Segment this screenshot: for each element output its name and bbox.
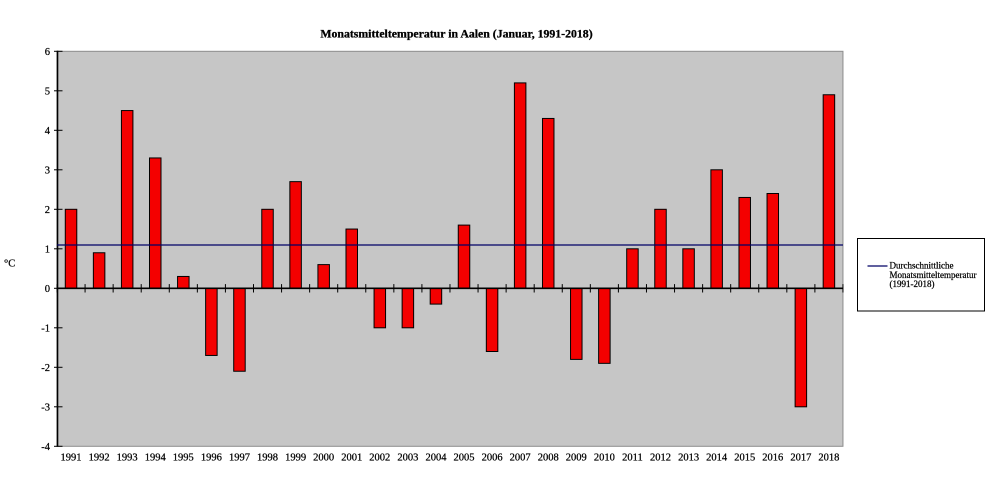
svg-text:1997: 1997: [229, 453, 250, 464]
svg-text:2002: 2002: [369, 453, 390, 464]
svg-text:1992: 1992: [89, 453, 110, 464]
svg-text:1996: 1996: [201, 453, 222, 464]
svg-text:Monatsmitteltemperatur: Monatsmitteltemperatur: [890, 270, 977, 280]
svg-text:2010: 2010: [594, 453, 615, 464]
svg-text:2008: 2008: [538, 453, 559, 464]
svg-text:1993: 1993: [117, 453, 138, 464]
svg-text:2016: 2016: [762, 453, 783, 464]
svg-text:2009: 2009: [566, 453, 587, 464]
svg-text:(1991-2018): (1991-2018): [890, 279, 935, 289]
svg-text:2001: 2001: [341, 453, 362, 464]
svg-text:2005: 2005: [454, 453, 475, 464]
svg-text:2007: 2007: [510, 453, 531, 464]
svg-text:2012: 2012: [650, 453, 671, 464]
svg-text:°C: °C: [4, 259, 15, 270]
svg-text:Durchschnittliche: Durchschnittliche: [890, 261, 954, 271]
svg-text:1995: 1995: [173, 453, 194, 464]
svg-text:-3: -3: [41, 402, 50, 413]
svg-text:1991: 1991: [61, 453, 82, 464]
svg-text:2011: 2011: [622, 453, 643, 464]
svg-text:-1: -1: [41, 323, 50, 334]
svg-text:2004: 2004: [425, 453, 447, 464]
svg-text:2000: 2000: [313, 453, 334, 464]
svg-text:-4: -4: [41, 442, 50, 453]
svg-text:2018: 2018: [818, 453, 839, 464]
svg-text:1994: 1994: [145, 453, 167, 464]
svg-text:2006: 2006: [482, 453, 503, 464]
svg-text:1999: 1999: [285, 453, 306, 464]
svg-text:2015: 2015: [734, 453, 755, 464]
svg-text:6: 6: [45, 47, 50, 58]
svg-text:-2: -2: [41, 363, 50, 374]
svg-text:1998: 1998: [257, 453, 278, 464]
svg-text:2: 2: [45, 205, 50, 216]
svg-text:0: 0: [45, 284, 50, 295]
svg-text:2013: 2013: [678, 453, 699, 464]
svg-text:4: 4: [45, 126, 51, 137]
svg-text:1: 1: [45, 244, 50, 255]
svg-text:3: 3: [45, 165, 50, 176]
svg-text:5: 5: [45, 86, 50, 97]
svg-text:2014: 2014: [706, 453, 728, 464]
svg-text:2003: 2003: [397, 453, 418, 464]
svg-text:Monatsmitteltemperatur in Aale: Monatsmitteltemperatur in Aalen (Januar,…: [320, 27, 592, 41]
svg-text:2017: 2017: [790, 453, 811, 464]
